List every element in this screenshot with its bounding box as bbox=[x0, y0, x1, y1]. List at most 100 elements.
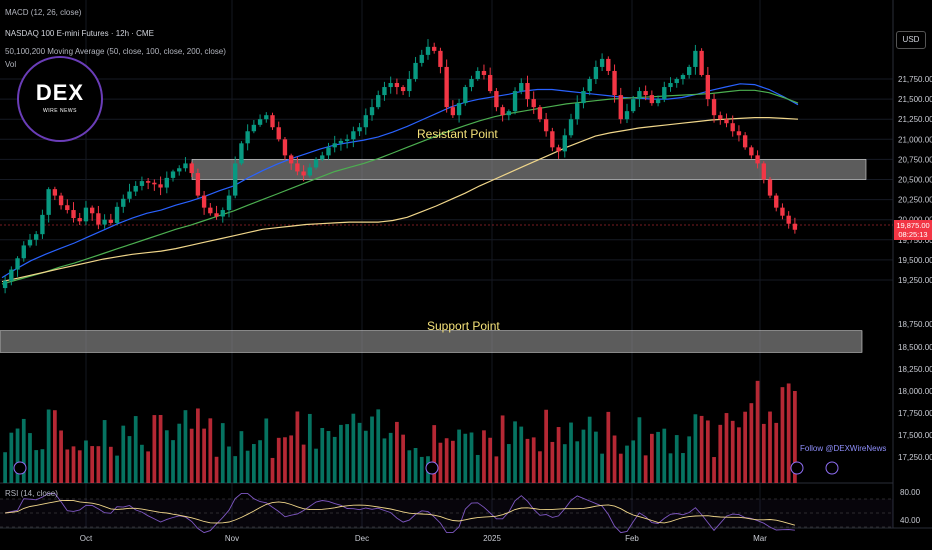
candle-body bbox=[425, 46, 431, 55]
candle-body bbox=[736, 131, 742, 136]
support-zone bbox=[0, 330, 863, 353]
volume-bar bbox=[301, 444, 306, 483]
candle-body bbox=[500, 107, 505, 116]
candle-body bbox=[780, 207, 785, 216]
candle-body bbox=[239, 143, 244, 164]
candle-body bbox=[525, 83, 530, 100]
volume-bar bbox=[662, 428, 667, 483]
candle-body bbox=[413, 62, 418, 79]
volume-bar bbox=[531, 437, 536, 483]
volume-bar bbox=[96, 446, 101, 483]
candle-body bbox=[376, 95, 381, 108]
volume-bar bbox=[345, 424, 350, 483]
candle-body bbox=[643, 91, 648, 96]
dex-logo: DEX WIRE NEWS bbox=[17, 56, 103, 142]
volume-bar bbox=[786, 383, 791, 483]
volume-bar bbox=[743, 411, 748, 483]
candle-body bbox=[438, 50, 443, 67]
candle-body bbox=[624, 111, 630, 120]
candle-body bbox=[301, 171, 306, 176]
volume-bar bbox=[712, 457, 716, 483]
volume-bar bbox=[177, 423, 182, 483]
volume-bar bbox=[108, 446, 113, 483]
volume-bar bbox=[457, 429, 461, 483]
candle-body bbox=[214, 213, 219, 217]
candle-body bbox=[145, 181, 151, 183]
candle-body bbox=[264, 115, 269, 120]
candle-body bbox=[730, 123, 735, 132]
volume-bar bbox=[164, 430, 169, 483]
rsi-tick-label: 40.00 bbox=[900, 516, 921, 525]
event-marker-icon[interactable] bbox=[825, 461, 839, 475]
macd-indicator-label[interactable]: MACD (12, 26, close) bbox=[5, 8, 82, 17]
volume-bar bbox=[631, 440, 636, 483]
volume-bar bbox=[233, 456, 238, 483]
candle-body bbox=[21, 245, 26, 259]
candle-body bbox=[593, 66, 599, 79]
volume-bar bbox=[519, 426, 524, 483]
volume-bar bbox=[90, 446, 95, 483]
candle-body bbox=[662, 87, 667, 100]
candles bbox=[2, 39, 798, 294]
ma-200-line bbox=[1, 116, 799, 283]
candle-body bbox=[432, 46, 437, 51]
volume-bar bbox=[289, 435, 294, 483]
volume-scale-tick-label: 18,500.00 bbox=[898, 343, 932, 352]
volume-bar bbox=[780, 387, 785, 483]
candle-body bbox=[792, 223, 798, 230]
candle-body bbox=[556, 147, 561, 152]
candle-body bbox=[531, 99, 536, 108]
volume-bar bbox=[643, 455, 648, 483]
event-marker-icon[interactable] bbox=[425, 461, 439, 475]
volume-bar bbox=[525, 438, 530, 483]
volume-bar bbox=[488, 437, 493, 483]
event-marker-icon[interactable] bbox=[13, 461, 27, 475]
candle-body bbox=[40, 214, 45, 235]
candle-body bbox=[686, 66, 692, 75]
candle-body bbox=[164, 177, 169, 188]
volume-bar bbox=[158, 414, 163, 483]
event-marker-icon[interactable] bbox=[790, 461, 804, 475]
volume-legend[interactable]: Vol bbox=[5, 60, 17, 69]
volume-bar bbox=[220, 423, 225, 483]
volume-bar bbox=[3, 452, 7, 483]
volume-bar bbox=[768, 411, 772, 483]
moving-average-legend[interactable]: 50,100,200 Moving Average (50, close, 10… bbox=[5, 47, 226, 56]
candle-body bbox=[612, 70, 617, 96]
candle-body bbox=[742, 135, 748, 148]
time-tick-label: 2025 bbox=[483, 534, 501, 543]
volume-bar bbox=[363, 430, 368, 483]
candle-body bbox=[313, 159, 319, 168]
currency-selector[interactable]: USD bbox=[896, 31, 926, 49]
candle-body bbox=[208, 207, 213, 214]
volume-bar bbox=[376, 409, 381, 483]
candle-body bbox=[139, 181, 145, 186]
volume-bar bbox=[649, 433, 654, 483]
candle-body bbox=[338, 140, 344, 144]
candle-body bbox=[494, 91, 499, 108]
time-tick-label: Feb bbox=[625, 534, 639, 543]
support-zone-label: Support Point bbox=[427, 319, 500, 333]
candle-body bbox=[506, 111, 512, 116]
volume-bar bbox=[637, 417, 642, 483]
volume-bar bbox=[71, 446, 76, 483]
candle-body bbox=[108, 219, 114, 223]
candle-body bbox=[550, 131, 555, 148]
candle-body bbox=[606, 58, 611, 71]
price-tick-label: 19,750.00 bbox=[898, 236, 932, 245]
volume-bar bbox=[656, 431, 660, 483]
volume-bars bbox=[3, 380, 797, 483]
volume-bar bbox=[544, 409, 549, 483]
candle-body bbox=[382, 87, 387, 96]
candle-body bbox=[357, 127, 362, 132]
volume-bar bbox=[463, 433, 468, 483]
volume-bar bbox=[438, 442, 443, 483]
candle-body bbox=[201, 195, 207, 208]
volume-bar bbox=[625, 445, 629, 483]
candle-body bbox=[711, 99, 717, 116]
candle-body bbox=[668, 83, 673, 88]
rsi-legend[interactable]: RSI (14, close) bbox=[5, 489, 58, 498]
volume-bar bbox=[270, 457, 275, 483]
